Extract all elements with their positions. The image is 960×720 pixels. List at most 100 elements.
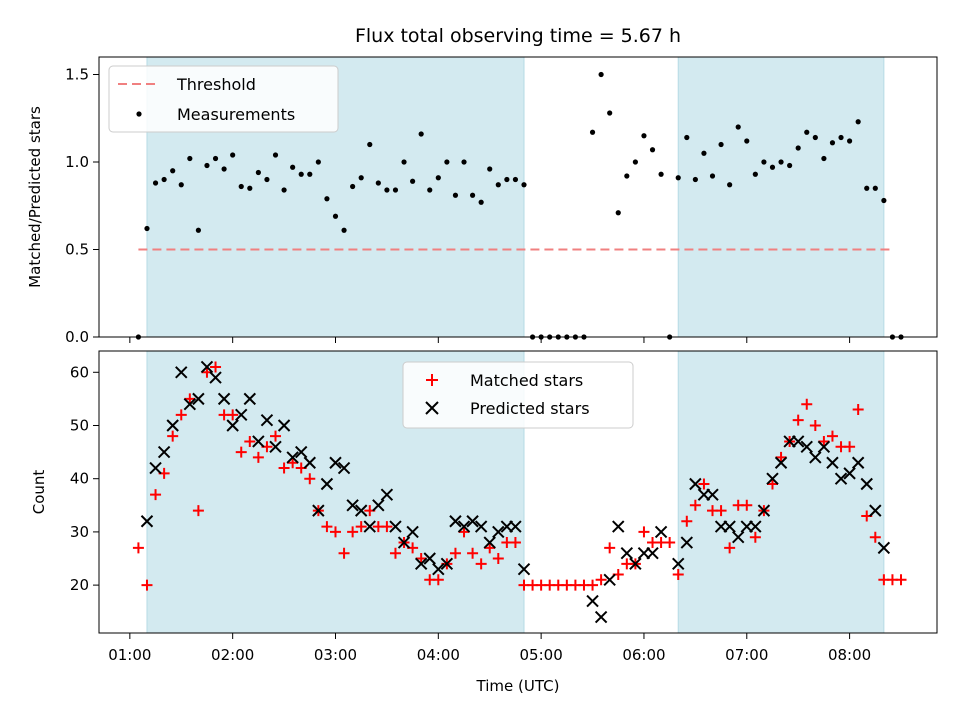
predicted-star-point: [183, 398, 197, 411]
measurement-point: [452, 192, 459, 198]
matched-star-point: [227, 409, 239, 421]
matched-star-point: [244, 435, 256, 447]
top-panel: 0.0 0.5 1.0 1.5 Matched/Predicted stars Thr…: [26, 56, 938, 346]
matched-star-point: [689, 499, 701, 511]
top-y-axis: 0.0 0.5 1.0 1.5: [65, 66, 99, 346]
measurements-series: [135, 71, 904, 340]
measurement-point: [607, 110, 613, 116]
matched-star-point: [595, 574, 607, 586]
matched-star-point: [749, 531, 761, 543]
matched-star-point: [321, 521, 333, 533]
measurement-point: [272, 152, 279, 158]
measurement-point: [410, 178, 416, 184]
matched-star-point: [826, 430, 838, 442]
measurement-point: [375, 180, 381, 186]
predicted-star-point: [654, 525, 668, 539]
predicted-star-point: [363, 520, 376, 533]
predicted-star-point: [689, 477, 702, 491]
measurement-point: [178, 182, 184, 188]
measurement-point: [392, 187, 399, 193]
measurement-point: [435, 175, 441, 181]
matched-star-point: [278, 462, 290, 474]
predicted-star-point: [354, 504, 368, 517]
predicted-star-point: [149, 461, 162, 475]
top-y-tick-label: 1.5: [65, 66, 89, 84]
matched-star-point: [664, 537, 676, 549]
matched-star-point: [432, 574, 444, 586]
predicted-star-point: [877, 541, 891, 555]
predicted-star-point: [243, 392, 257, 406]
matched-star-point: [792, 414, 804, 426]
predicted-star-point: [672, 557, 685, 571]
measurement-point: [615, 210, 621, 216]
measurement-point: [221, 166, 227, 172]
measurement-point: [521, 182, 527, 188]
measurement-point: [152, 180, 159, 186]
predicted-star-point: [509, 520, 522, 533]
measurement-point: [589, 129, 596, 135]
matched-star-point: [389, 547, 401, 559]
bottom-panel: 20 30 40 50 60 01:00 02:00 03:00 04:00 05:00 06:0…: [30, 350, 938, 695]
measurement-point: [872, 185, 878, 191]
top-legend: Threshold Measurements: [108, 65, 339, 133]
predicted-star-point: [329, 456, 342, 469]
matched-star-point: [509, 537, 521, 549]
predicted-star-point: [389, 520, 402, 533]
measurement-point: [195, 227, 201, 233]
predicted-star-point: [252, 435, 265, 448]
measurement-point: [761, 159, 767, 165]
matched-star-point: [270, 430, 282, 442]
measurement-point: [204, 162, 210, 169]
matched-star-point: [381, 521, 393, 533]
predicted-star-point: [303, 456, 316, 469]
chart-title: Flux total observing time = 5.67 h: [355, 25, 681, 47]
x-tick-label: 07:00: [725, 646, 768, 664]
predicted-star-point: [826, 456, 839, 469]
predicted-star-point: [320, 477, 334, 491]
matched-star-point: [235, 446, 247, 458]
predicted-star-point: [406, 525, 419, 539]
measurement-point: [144, 225, 150, 232]
predicted-star-point: [432, 562, 445, 576]
predicted-star-point: [312, 504, 325, 517]
matched-star-point: [724, 542, 736, 554]
matched-star-point: [604, 542, 616, 554]
bottom-plot-frame: [98, 350, 938, 634]
measurement-point: [727, 182, 733, 188]
predicted-star-point: [492, 525, 505, 539]
matched-star-point: [449, 547, 461, 559]
measurement-point: [290, 164, 296, 170]
matched-star-point: [715, 505, 727, 517]
matched-star-point: [287, 457, 299, 469]
predicted-star-point: [440, 557, 454, 571]
predicted-star-point: [166, 419, 179, 432]
predicted-star-point: [192, 392, 205, 406]
legend-matched-label: Matched stars: [470, 371, 583, 390]
predicted-star-point: [380, 488, 394, 501]
measurement-point: [658, 171, 664, 177]
bottom-y-tick-label: 60: [70, 363, 89, 381]
matched-star-point: [329, 526, 341, 538]
measurement-point: [795, 145, 801, 151]
top-y-tick-label: 1.0: [65, 153, 89, 171]
x-axis-label: Time (UTC): [476, 677, 560, 695]
predicted-star-point: [414, 557, 428, 571]
legend-measurements-label: Measurements: [177, 105, 295, 124]
predicted-star-point: [646, 546, 659, 560]
measurement-point: [230, 152, 236, 158]
measurement-point: [469, 192, 476, 198]
measurement-point: [264, 176, 270, 183]
predicted-star-point: [791, 435, 805, 448]
matched-star-point: [869, 531, 881, 543]
predicted-star-point: [620, 546, 634, 560]
matched-star-point: [492, 553, 504, 565]
measurement-point: [787, 162, 793, 169]
measurement-point: [744, 138, 750, 144]
bottom-y-tick-label: 20: [70, 576, 89, 594]
predicted-star-point: [449, 515, 462, 528]
measurement-point: [847, 138, 853, 144]
bottom-y-tick-label: 30: [70, 523, 89, 541]
measurement-point: [350, 183, 356, 190]
measurement-point: [187, 155, 193, 162]
measurement-point: [735, 124, 741, 130]
